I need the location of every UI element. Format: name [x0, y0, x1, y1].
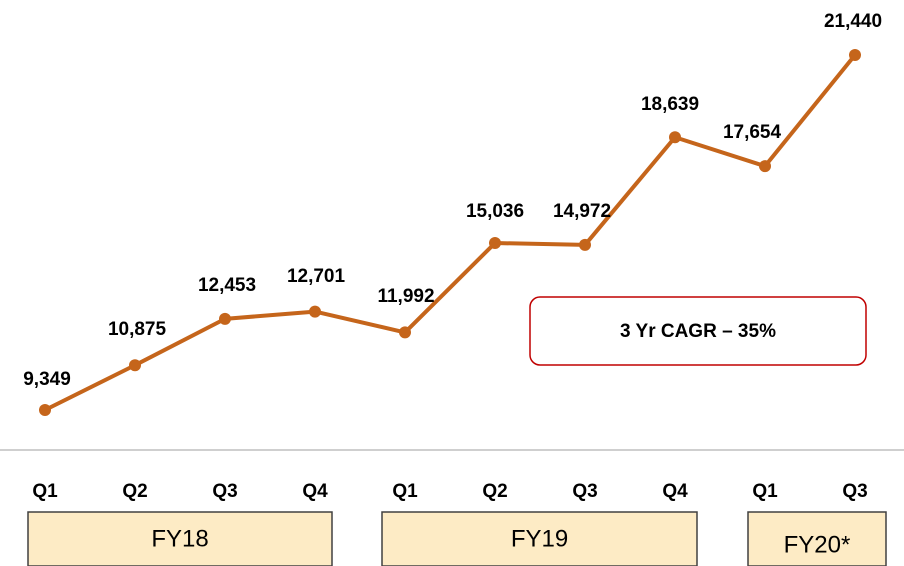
- annotation: 3 Yr CAGR – 35%: [620, 321, 776, 342]
- line: [44, 53, 857, 412]
- group-label: FY20*: [784, 531, 851, 558]
- value-label: 12,701: [287, 266, 346, 287]
- x-tick-label: Q2: [482, 481, 507, 502]
- group-box: [381, 511, 698, 566]
- point: [759, 160, 771, 173]
- x-tick-label: Q3: [572, 481, 597, 502]
- group-box: [747, 511, 887, 566]
- value-label: 9,349: [23, 369, 71, 390]
- x-tick-label: Q3: [212, 481, 237, 502]
- value-label: 11,992: [377, 286, 434, 307]
- x-tick-label: Q1: [752, 481, 778, 502]
- value-label: 12,453: [198, 275, 256, 296]
- value-label: 14,972: [553, 201, 611, 222]
- x-tick-label: Q1: [32, 481, 58, 502]
- x-tick-label: Q2: [122, 481, 147, 502]
- x-tick-label: Q3: [842, 481, 867, 502]
- group-label: FY18: [151, 525, 208, 552]
- value-label: 18,639: [641, 94, 699, 115]
- value-label: 21,440: [824, 11, 882, 32]
- value-label: 10,875: [108, 319, 167, 340]
- group-box: [27, 511, 333, 566]
- point: [129, 359, 141, 372]
- point: [669, 131, 681, 144]
- point: [489, 237, 501, 250]
- annotation-box: [529, 296, 867, 366]
- value-label: 17,654: [723, 122, 782, 143]
- point: [309, 305, 321, 318]
- point: [399, 326, 411, 339]
- point: [219, 312, 231, 325]
- group-label: FY19: [511, 525, 568, 552]
- x-tick-label: Q4: [662, 481, 688, 502]
- point: [849, 49, 861, 61]
- point: [579, 238, 591, 251]
- x-tick-label: Q1: [392, 481, 418, 502]
- x-tick-label: Q4: [302, 481, 328, 502]
- point: [39, 404, 51, 416]
- value-label: 15,036: [466, 201, 524, 222]
